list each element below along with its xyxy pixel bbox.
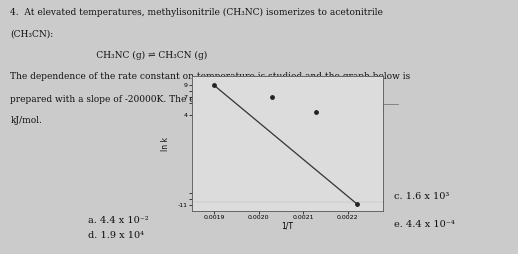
X-axis label: 1/T: 1/T <box>281 221 294 230</box>
Text: d. 1.9 x 10⁴: d. 1.9 x 10⁴ <box>88 231 144 240</box>
Text: kJ/mol.: kJ/mol. <box>10 116 42 124</box>
Text: The dependence of the rate constant on temperature is studied and the graph belo: The dependence of the rate constant on t… <box>10 72 411 81</box>
Text: e. 4.4 x 10⁻⁴: e. 4.4 x 10⁻⁴ <box>394 220 454 229</box>
Text: (CH₃CN):: (CH₃CN): <box>10 29 53 38</box>
Text: 4.  At elevated temperatures, methylisonitrile (CH₃NC) isomerizes to acetonitril: 4. At elevated temperatures, methylisoni… <box>10 8 383 17</box>
Point <box>268 95 276 99</box>
Text: a. 4.4 x 10⁻²: a. 4.4 x 10⁻² <box>88 216 149 225</box>
Point <box>312 110 321 114</box>
Text: b. 166: b. 166 <box>243 203 275 212</box>
Text: ln k: ln k <box>161 136 170 151</box>
Point <box>210 83 218 87</box>
Point <box>352 202 361 206</box>
Text: CH₃NC (g) ⇌ CH₃CN (g): CH₃NC (g) ⇌ CH₃CN (g) <box>10 51 208 60</box>
Text: c. 1.6 x 10³: c. 1.6 x 10³ <box>394 192 449 201</box>
Text: prepared with a slope of -20000K. The energy of activation of this reaction is _: prepared with a slope of -20000K. The en… <box>10 94 399 104</box>
